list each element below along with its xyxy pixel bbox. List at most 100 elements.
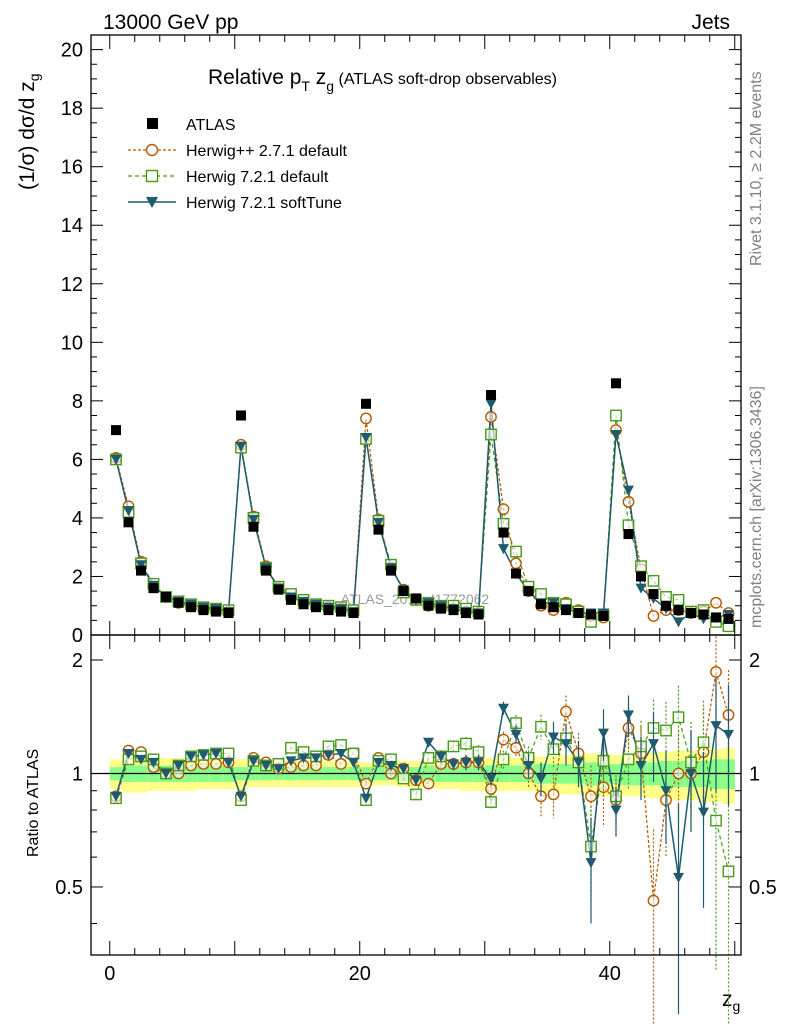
data-point-2-42 [635, 560, 647, 573]
data-point-0-22 [386, 565, 396, 576]
x-tick-label: 20 [349, 963, 371, 985]
data-point-0-17 [323, 605, 334, 616]
y-tick-label: 0 [72, 625, 83, 647]
data-point-0-7 [198, 605, 209, 616]
ratio-point-2-10 [235, 791, 247, 802]
legend-entry-softtune: Herwig 7.2.1 softTune [128, 195, 342, 212]
ratio-point-2-40 [610, 805, 622, 816]
ratio-point-1-31 [497, 753, 510, 766]
data-point-0-27 [448, 605, 459, 616]
data-point-1-41 [622, 495, 635, 508]
series-line-3 [115, 403, 729, 623]
data-point-0-49 [723, 613, 734, 624]
ratio-point-2-0 [110, 791, 122, 802]
data-point-0-24 [411, 593, 421, 604]
data-point-0-15 [298, 599, 309, 610]
data-point-3-31 [498, 544, 509, 555]
ratio-point-2-26 [435, 751, 447, 762]
data-point-3-2 [135, 560, 147, 571]
ratio-point-2-2 [135, 754, 147, 765]
ratio-point-2-30 [485, 773, 497, 784]
y-tick-label: 8 [72, 391, 83, 413]
ratio-point-2-16 [310, 753, 322, 764]
data-point-2-30 [485, 428, 497, 441]
legend-label-herwigpp: Herwig++ 2.7.1 default [186, 143, 348, 160]
data-point-3-21 [373, 517, 384, 528]
ratio-point-0-31 [497, 733, 510, 746]
ratio-point-2-19 [348, 757, 359, 768]
ratio-y-tick-label-right: 2 [749, 650, 760, 672]
ratio-point-2-35 [548, 732, 559, 743]
ratio-point-2-18 [335, 748, 347, 759]
ratio-axis-label: Ratio to ATLAS [25, 749, 42, 857]
y-tick-label: 12 [61, 274, 83, 296]
data-point-3-20 [360, 432, 372, 443]
ratio-point-2-1 [123, 748, 134, 759]
data-point-0-46 [686, 608, 696, 619]
data-point-0-8 [211, 606, 221, 617]
ratio-point-2-27 [448, 759, 459, 770]
data-point-2-41 [622, 519, 635, 532]
ratio-point-2-23 [398, 764, 409, 775]
ratio-point-1-41 [622, 753, 635, 766]
data-point-0-38 [586, 609, 596, 620]
ratio-point-0-48 [710, 665, 722, 678]
data-point-0-32 [511, 568, 521, 579]
ratio-point-1-44 [660, 724, 672, 737]
data-point-0-0 [111, 425, 121, 436]
y-tick-label: 20 [61, 40, 83, 62]
legend: ATLAS Herwig++ 2.7.1 default Herwig 7.2.… [128, 117, 348, 212]
data-point-0-29 [473, 609, 484, 620]
chart-title: Relative pT zg (ATLAS soft-drop observab… [208, 66, 557, 94]
data-point-0-16 [311, 602, 321, 613]
data-point-1-32 [510, 557, 522, 570]
y-tick-label: 14 [61, 215, 83, 237]
data-point-1-31 [497, 503, 510, 516]
ratio-y-tick-label-right: 1 [749, 763, 760, 785]
ratio-point-2-48 [710, 721, 722, 732]
data-point-0-41 [623, 529, 634, 540]
data-point-2-31 [497, 517, 510, 530]
y-tick-label: 10 [61, 332, 83, 354]
data-point-0-14 [286, 594, 296, 605]
ratio-point-2-4 [160, 768, 172, 779]
ratio-point-2-17 [323, 750, 334, 761]
ratio-point-2-29 [473, 757, 484, 768]
ratio-y-tick-label: 1 [72, 763, 83, 785]
data-point-2-43 [647, 574, 660, 587]
ratio-point-0-38 [585, 790, 597, 803]
data-point-1-20 [360, 412, 372, 425]
data-point-2-40 [610, 409, 622, 422]
data-point-0-30 [486, 390, 496, 400]
data-point-0-44 [661, 600, 671, 611]
data-point-2-44 [660, 591, 672, 603]
data-point-0-36 [561, 605, 571, 616]
ratio-point-2-38 [585, 858, 597, 869]
data-point-0-21 [373, 524, 384, 535]
ratio-point-2-9 [223, 757, 234, 768]
data-point-2-34 [535, 588, 547, 600]
y-tick-label: 6 [72, 449, 83, 471]
ratio-point-1-48 [710, 814, 722, 827]
ratio-point-2-42 [635, 760, 647, 771]
data-point-0-11 [248, 521, 259, 532]
ratio-point-2-39 [598, 728, 609, 739]
data-point-3-40 [610, 430, 622, 441]
data-point-0-48 [711, 612, 721, 623]
ratio-point-2-25 [423, 737, 434, 748]
legend-label-atlas: ATLAS [186, 117, 236, 134]
ratio-point-2-22 [385, 760, 397, 771]
mcplots-label: mcplots.cern.ch [arXiv:1306.3436] [748, 386, 765, 628]
ratio-point-2-3 [148, 757, 159, 768]
data-point-0-42 [636, 571, 646, 582]
ratio-point-2-12 [260, 760, 272, 771]
ratio-point-2-36 [560, 739, 572, 750]
data-point-2-32 [510, 545, 522, 558]
ratio-point-1-17 [322, 740, 335, 753]
process-label: Jets [691, 11, 730, 34]
legend-entry-herwigpp: Herwig++ 2.7.1 default [128, 143, 348, 160]
x-tick-label: 40 [599, 963, 621, 985]
ratio-point-1-23 [397, 772, 410, 785]
ratio-point-1-14 [285, 741, 297, 754]
